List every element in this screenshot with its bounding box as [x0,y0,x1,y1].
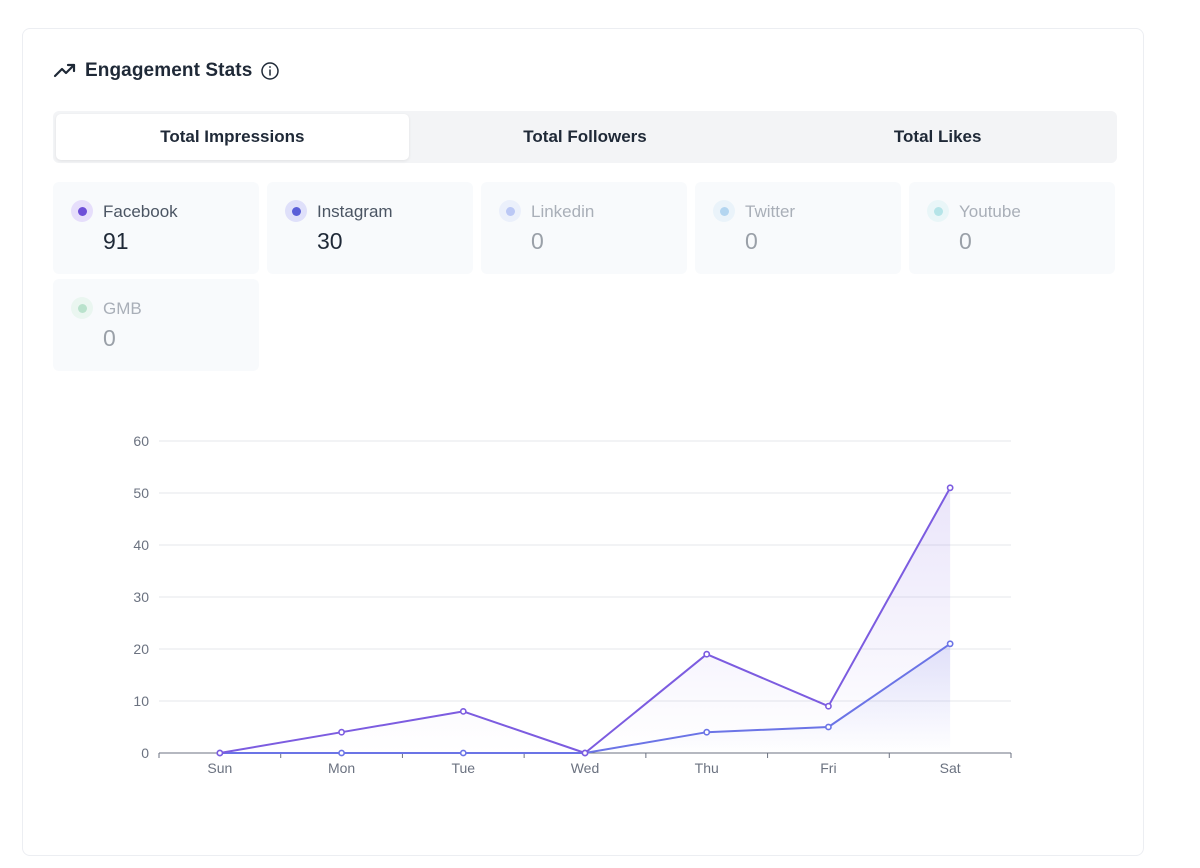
y-tick-label: 60 [133,433,149,449]
stat-instagram[interactable]: Instagram 30 [267,182,473,274]
x-tick-label: Thu [695,760,719,776]
metric-tabs: Total Impressions Total Followers Total … [53,111,1117,163]
y-tick-label: 10 [133,693,149,709]
stat-value: 0 [745,228,758,254]
engagement-stats-card: Engagement Stats Total Impressions Total… [22,28,1144,856]
y-tick-label: 50 [133,485,149,501]
tab-total-likes[interactable]: Total Likes [893,127,982,146]
trending-up-icon [53,59,77,83]
y-tick-label: 20 [133,641,149,657]
data-point [459,708,467,715]
x-tick-label: Mon [328,760,355,776]
stat-twitter[interactable]: Twitter 0 [695,182,901,274]
tab-total-impressions[interactable]: Total Impressions [56,114,409,160]
stat-linkedin[interactable]: Linkedin 0 [481,182,687,274]
stat-name: GMB [103,299,142,318]
data-point [459,749,467,757]
x-tick-label: Sat [940,760,961,776]
stat-name: Twitter [745,202,796,221]
data-point [338,749,345,757]
twitter-dot-icon [713,200,735,222]
youtube-dot-icon [927,200,949,222]
stat-value: 0 [959,228,972,254]
stat-value: 91 [103,228,129,254]
data-point [825,702,832,710]
impressions-line-chart: 0 10 20 30 40 50 60 Sun Mon Tue Wed Thu Fri Sat [133,433,1012,776]
y-tick-label: 0 [141,745,149,761]
data-point [216,749,224,757]
stat-gmb[interactable]: GMB 0 [53,279,259,371]
y-tick-label: 30 [133,589,149,605]
data-point [703,650,711,658]
card-title: Engagement Stats [85,60,253,81]
data-point [825,723,832,731]
gmb-dot-icon [71,297,93,319]
x-tick-label: Tue [451,760,475,776]
stat-name: Linkedin [531,202,595,221]
stat-value: 0 [531,228,544,254]
data-point [338,728,345,736]
instagram-dot-icon [285,200,307,222]
data-point [946,640,954,648]
stat-name: Youtube [959,202,1021,221]
data-point [946,484,954,492]
data-point [703,728,711,736]
y-tick-label: 40 [133,537,149,553]
data-point [581,749,589,757]
card-header: Engagement Stats [53,57,280,85]
info-icon[interactable] [260,61,280,81]
stat-name: Instagram [317,202,393,221]
stat-facebook[interactable]: Facebook 91 [53,182,259,274]
facebook-dot-icon [71,200,93,222]
x-tick-label: Sun [207,760,232,776]
stat-value: 30 [317,228,343,254]
x-tick-label: Wed [571,760,600,776]
stat-name: Facebook [103,202,178,221]
x-tick-label: Fri [820,760,836,776]
series-area [219,487,951,753]
stat-youtube[interactable]: Youtube 0 [909,182,1115,274]
linkedin-dot-icon [499,200,521,222]
series-area [219,643,951,753]
stat-value: 0 [103,325,116,351]
tab-total-followers[interactable]: Total Followers [523,127,647,146]
